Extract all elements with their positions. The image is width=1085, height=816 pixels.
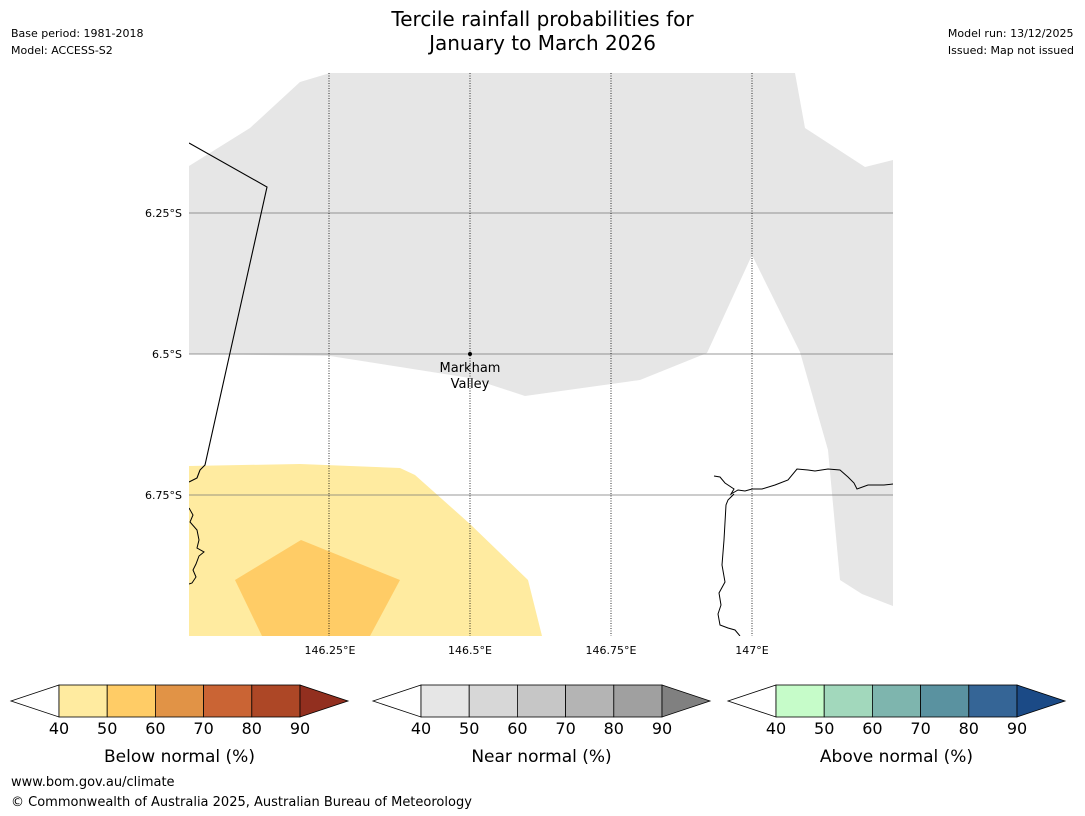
markham-valley-marker bbox=[468, 352, 472, 356]
colorbar-below-bin bbox=[106, 684, 156, 718]
near-normal-region bbox=[189, 73, 893, 606]
colorbar-near-tick: 40 bbox=[411, 719, 431, 738]
colorbar-near-tick: 80 bbox=[604, 719, 624, 738]
header-meta-left: Base period: 1981-2018 Model: ACCESS-S2 bbox=[11, 25, 143, 59]
colorbar-below-tick: 50 bbox=[97, 719, 117, 738]
below-normal-region-50-60 bbox=[235, 540, 400, 636]
colorbar-above-bin bbox=[968, 684, 1018, 718]
title-line-2: January to March 2026 bbox=[429, 31, 656, 55]
lon-label-146-25: 146.25°E bbox=[305, 644, 356, 657]
colorbar-above-tick: 40 bbox=[766, 719, 786, 738]
colorbar-above-under bbox=[726, 684, 777, 718]
colorbar-above-bin bbox=[823, 684, 873, 718]
lat-label-6-75: 6.75°S bbox=[145, 489, 182, 502]
colorbar-above-over bbox=[1016, 684, 1067, 718]
colorbar-near-tick: 90 bbox=[652, 719, 672, 738]
colorbar-below-bin bbox=[203, 684, 253, 718]
colorbar-below-tick: 60 bbox=[145, 719, 165, 738]
lon-label-146-75: 146.75°E bbox=[586, 644, 637, 657]
colorbar-above-bin bbox=[920, 684, 970, 718]
colorbar-near-bin bbox=[613, 684, 663, 718]
model-run: Model run: 13/12/2025 bbox=[947, 27, 1074, 40]
colorbar-below-bin bbox=[58, 684, 108, 718]
lon-label-147: 147°E bbox=[735, 644, 768, 657]
colorbar-near-tick: 70 bbox=[555, 719, 575, 738]
colorbar-above-tick: 80 bbox=[959, 719, 979, 738]
model-name: Model: ACCESS-S2 bbox=[11, 44, 113, 57]
map-title: Tercile rainfall probabilities for Janua… bbox=[0, 7, 1085, 55]
title-line-1: Tercile rainfall probabilities for bbox=[391, 7, 694, 31]
colorbar-above-tick: 70 bbox=[910, 719, 930, 738]
colorbar-near-under bbox=[371, 684, 422, 718]
colorbar-below-under bbox=[9, 684, 60, 718]
colorbar-above-tick: 60 bbox=[862, 719, 882, 738]
colorbar-near-bin bbox=[565, 684, 615, 718]
colorbar-near-bin bbox=[420, 684, 470, 718]
base-period: Base period: 1981-2018 bbox=[11, 27, 144, 40]
colorbar-below-title: Below normal (%) bbox=[104, 747, 255, 767]
colorbar-above-title: Above normal (%) bbox=[820, 747, 973, 767]
colorbar-near-bin bbox=[517, 684, 567, 718]
colorbar-near-bin bbox=[468, 684, 518, 718]
footer-url: www.bom.gov.au/climate bbox=[11, 775, 175, 790]
colorbar-below-tick: 80 bbox=[242, 719, 262, 738]
colorbar-above-bin bbox=[775, 684, 825, 718]
map-area bbox=[189, 73, 893, 636]
colorbar-near-tick: 50 bbox=[459, 719, 479, 738]
gridlines bbox=[189, 73, 893, 636]
colorbar-below-tick: 90 bbox=[290, 719, 310, 738]
colorbar-near-tick: 60 bbox=[507, 719, 527, 738]
colorbar-below-tick: 70 bbox=[193, 719, 213, 738]
lat-label-6-5: 6.5°S bbox=[152, 348, 182, 361]
colorbar-below-over bbox=[299, 684, 350, 718]
colorbar-below-normal: 40 50 60 70 80 90 Below normal (%) bbox=[9, 684, 350, 767]
header-meta-right: Model run: 13/12/2025 Issued: Map not is… bbox=[948, 25, 1074, 59]
colorbar-below-bin bbox=[251, 684, 301, 718]
colorbar-above-tick: 50 bbox=[814, 719, 834, 738]
colorbar-above-bin bbox=[872, 684, 922, 718]
colorbar-near-over bbox=[661, 684, 712, 718]
place-label-line-2: Valley bbox=[451, 377, 490, 392]
colorbar-below-bin bbox=[154, 684, 204, 718]
colorbar-near-title: Near normal (%) bbox=[471, 747, 611, 767]
lat-label-6-25: 6.25°S bbox=[145, 207, 182, 220]
colorbar-above-tick: 90 bbox=[1007, 719, 1027, 738]
coastline-west bbox=[189, 507, 205, 585]
province-border bbox=[189, 142, 268, 483]
colorbar-above-normal: 40 50 60 70 80 90 Above normal (%) bbox=[726, 684, 1067, 767]
place-label-line-1: Markham bbox=[440, 361, 501, 376]
footer-copyright: © Commonwealth of Australia 2025, Austra… bbox=[11, 795, 472, 810]
colorbar-near-normal: 40 50 60 70 80 90 Near normal (%) bbox=[371, 684, 712, 767]
lon-label-146-5: 146.5°E bbox=[448, 644, 492, 657]
issued-status: Issued: Map not issued bbox=[947, 44, 1074, 57]
coastline-huon-gulf bbox=[713, 468, 893, 636]
colorbar-below-tick: 40 bbox=[49, 719, 69, 738]
